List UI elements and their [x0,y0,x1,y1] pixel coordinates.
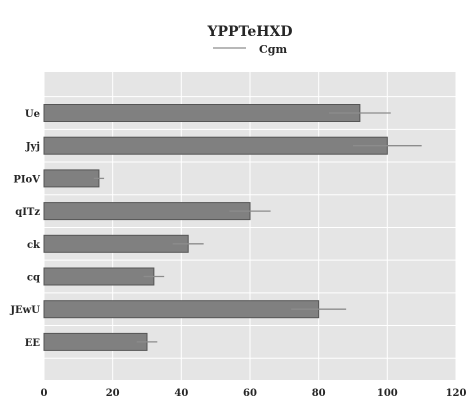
category-label-piov: PIoV [13,174,40,185]
x-axis-ticks: 0 20 40 60 80 100 120 [41,388,467,399]
x-tick-label: 80 [312,388,326,399]
x-tick-label: 40 [174,388,188,399]
bars-group [43,104,388,351]
bar-jyj [43,136,388,155]
bar-ee [43,332,148,351]
category-label-jewu: JEwU [9,305,40,316]
grid-lines [43,72,457,380]
x-tick-label: 100 [377,388,398,399]
x-tick-label: 0 [41,388,48,399]
error-bars-group [93,112,422,343]
bar-piov [43,169,100,188]
x-tick-label: 120 [446,388,467,399]
x-tick-label: 60 [243,388,257,399]
bar-jewu [43,300,320,319]
category-labels: Ue Jyj PIoV qITz ck cq JEwU EE [9,109,41,349]
bar-qitz [43,202,251,221]
chart-title: YPPTeHXD [207,24,293,40]
category-label-ue: Ue [25,109,40,120]
category-label-cq: cq [27,273,40,284]
x-tick-label: 20 [106,388,120,399]
legend-label-cgm: Cgm [259,43,287,56]
category-label-qitz: qITz [15,207,40,218]
bar-ck [43,234,189,253]
legend: Cgm [213,43,287,56]
category-label-jyj: Jyj [25,142,40,153]
bar-cq [43,267,155,286]
category-label-ck: ck [27,240,41,251]
bar-ue [43,104,361,122]
category-label-ee: EE [25,338,41,349]
